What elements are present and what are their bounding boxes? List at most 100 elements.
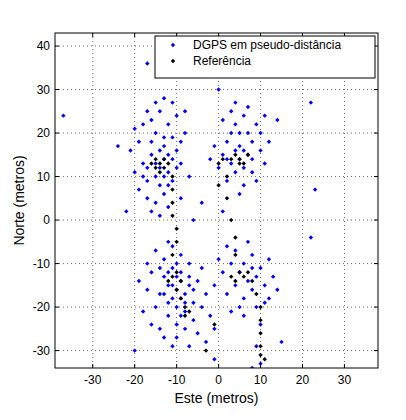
grid-line	[55, 307, 378, 308]
point	[162, 257, 166, 261]
tick	[55, 220, 59, 221]
point	[258, 148, 262, 152]
point	[166, 161, 170, 165]
point	[187, 309, 191, 313]
point	[250, 266, 254, 270]
point	[250, 157, 254, 161]
point	[145, 261, 149, 265]
tick-label: -10	[168, 373, 186, 387]
point	[225, 179, 229, 183]
point	[170, 266, 174, 270]
point	[170, 174, 174, 178]
point	[242, 261, 246, 265]
point	[133, 348, 137, 352]
tick-label: -20	[33, 300, 51, 314]
point	[200, 266, 204, 270]
point	[250, 140, 254, 144]
point	[179, 270, 183, 274]
legend-label: Referência	[193, 54, 251, 68]
point	[183, 327, 187, 331]
point	[242, 113, 246, 117]
point	[242, 296, 246, 300]
tick-label: -30	[84, 373, 102, 387]
tick-label: 0	[215, 373, 222, 387]
point	[212, 283, 216, 287]
point	[204, 348, 208, 352]
point	[246, 105, 250, 109]
point	[233, 148, 237, 152]
x-axis-label: Este (metros)	[174, 390, 258, 406]
point	[179, 161, 183, 165]
legend: DGPS em pseudo-distância Referência	[155, 36, 375, 78]
point	[258, 318, 262, 322]
point	[313, 187, 317, 191]
point	[195, 331, 199, 335]
point	[162, 144, 166, 148]
point	[170, 100, 174, 104]
point	[158, 170, 162, 174]
grid-line	[55, 133, 378, 134]
point	[233, 283, 237, 287]
point	[145, 179, 149, 183]
point	[246, 131, 250, 135]
tick-label: 30	[338, 373, 352, 387]
point	[237, 161, 241, 165]
point	[158, 148, 162, 152]
point	[187, 344, 191, 348]
point	[242, 166, 246, 170]
point	[229, 218, 233, 222]
point	[212, 322, 216, 326]
point	[246, 240, 250, 244]
point	[258, 331, 262, 335]
tick	[55, 263, 59, 264]
point	[158, 183, 162, 187]
point	[170, 274, 174, 278]
point	[191, 318, 195, 322]
grid-line	[302, 33, 303, 368]
point	[162, 335, 166, 339]
point	[141, 122, 145, 126]
point	[250, 253, 254, 257]
point	[233, 153, 237, 157]
point	[225, 140, 229, 144]
point	[166, 283, 170, 287]
point	[166, 314, 170, 318]
point	[145, 166, 149, 170]
point	[233, 235, 237, 239]
point	[208, 157, 212, 161]
point	[200, 305, 204, 309]
tick	[374, 133, 378, 134]
point	[133, 127, 137, 131]
point	[179, 196, 183, 200]
point	[145, 61, 149, 65]
tick-label: -30	[33, 344, 51, 358]
point	[170, 253, 174, 257]
point	[237, 192, 241, 196]
legend-label: DGPS em pseudo-distância	[193, 38, 341, 52]
point	[174, 166, 178, 170]
point	[174, 270, 178, 274]
tick	[374, 307, 378, 308]
tick	[55, 46, 59, 47]
tick-label: 0	[43, 213, 50, 227]
point	[242, 161, 246, 165]
point	[170, 344, 174, 348]
point	[174, 227, 178, 231]
point	[158, 166, 162, 170]
point	[166, 205, 170, 209]
point	[179, 279, 183, 283]
tick	[176, 364, 177, 368]
point	[237, 144, 241, 148]
point	[158, 292, 162, 296]
point	[174, 274, 178, 278]
point	[183, 292, 187, 296]
tick-label: 10	[37, 170, 51, 184]
point	[158, 109, 162, 113]
grid-line	[55, 350, 378, 351]
point	[170, 200, 174, 204]
point	[216, 183, 220, 187]
point	[267, 296, 271, 300]
point	[137, 279, 141, 283]
point	[179, 314, 183, 318]
tick-label: -20	[126, 373, 144, 387]
